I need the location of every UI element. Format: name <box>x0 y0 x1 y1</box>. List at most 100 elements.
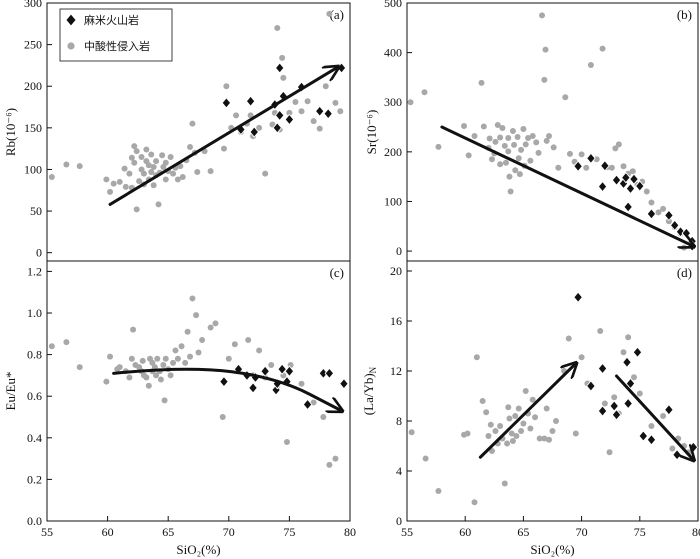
intrusive-point <box>283 438 290 445</box>
intrusive-point <box>507 188 514 195</box>
y-tick-label: 0 <box>396 244 402 258</box>
intrusive-point <box>509 438 516 444</box>
intrusive-point <box>541 435 548 442</box>
intrusive-point <box>502 159 509 166</box>
volcanic-point <box>324 367 335 380</box>
y-tick-label: 1.2 <box>27 264 42 278</box>
volcanic-point <box>669 219 680 231</box>
trend-arrow <box>478 364 575 459</box>
intrusive-point <box>133 206 140 213</box>
intrusive-point <box>612 145 619 152</box>
intrusive-point <box>464 430 471 437</box>
intrusive-point <box>76 163 83 170</box>
intrusive-point <box>131 143 138 150</box>
intrusive-point <box>511 141 518 148</box>
intrusive-point <box>599 45 606 52</box>
intrusive-point <box>533 139 540 146</box>
panel-label: (a) <box>330 7 344 22</box>
plot-frame <box>406 260 699 522</box>
intrusive-point <box>131 159 138 166</box>
volcanic-point <box>323 107 333 120</box>
legend: 麻米火山岩 中酸性侵入岩 <box>59 8 173 62</box>
intrusive-point <box>578 354 585 361</box>
x-tick-label: 75 <box>634 525 646 539</box>
y-axis-label: Rb(10⁻⁶) <box>3 108 18 156</box>
intrusive-point <box>532 414 539 421</box>
intrusive-point <box>178 343 185 350</box>
panel-c: 0.0 0.2 0.4 0.6 0.8 1.0 1.2 55 60 65 70 75 80 (c) Eu/E… <box>3 260 356 557</box>
x-tick-label: 65 <box>517 525 529 539</box>
intrusive-point <box>103 378 110 385</box>
volcanic-point <box>339 378 349 390</box>
intrusive-point <box>159 152 166 159</box>
intrusive-point <box>170 359 177 366</box>
volcanic-point <box>632 346 643 358</box>
y-tick-label: 1.0 <box>27 306 42 320</box>
y-tick-label: 0.8 <box>27 348 42 362</box>
intrusive-point <box>126 374 133 381</box>
intrusive-point <box>153 158 160 165</box>
volcanic-point <box>302 398 313 411</box>
intrusive-point <box>150 163 157 170</box>
intrusive-point <box>611 394 618 401</box>
intrusive-point <box>435 488 442 494</box>
intrusive-point <box>136 178 143 185</box>
volcanic-point <box>260 365 270 377</box>
intrusive-point <box>316 125 323 132</box>
intrusive-point <box>121 165 128 172</box>
intrusive-point <box>422 455 429 462</box>
intrusive-point <box>535 149 542 156</box>
intrusive-point <box>522 141 529 148</box>
intrusive-point <box>279 54 286 61</box>
intrusive-point <box>148 168 155 175</box>
intrusive-point <box>219 414 226 420</box>
intrusive-point <box>578 151 585 158</box>
y-tick-label: 100 <box>384 194 402 208</box>
volcanic-point <box>646 434 657 446</box>
intrusive-point <box>145 382 152 389</box>
intrusive-point <box>245 337 252 344</box>
volcanic-point <box>586 152 596 164</box>
y-tick-label: 0.0 <box>27 514 42 528</box>
volcanic-point <box>623 201 633 213</box>
intrusive-point <box>608 164 615 171</box>
intrusive-point <box>167 372 174 379</box>
intrusive-point <box>509 128 516 135</box>
volcanic-point <box>625 182 636 195</box>
intrusive-point <box>487 421 494 428</box>
intrusive-point <box>332 455 339 462</box>
intrusive-point <box>620 163 627 170</box>
intrusive-point <box>461 123 468 130</box>
y-tick-label: 16 <box>390 314 402 328</box>
intrusive-point <box>143 146 150 153</box>
trend-arrow <box>112 367 342 411</box>
intrusive-point <box>187 353 194 360</box>
y-tick-label: 200 <box>384 145 402 159</box>
volcanic-point <box>611 174 622 186</box>
volcanic-point <box>609 400 619 412</box>
intrusive-point <box>280 74 287 81</box>
intrusive-point <box>471 499 478 506</box>
intrusive-point <box>506 415 513 422</box>
plot-frame <box>46 260 351 522</box>
intrusive-point <box>286 109 293 116</box>
intrusive-point <box>182 359 189 366</box>
y-tick-label: 8 <box>396 414 402 428</box>
intrusive-point <box>473 354 480 361</box>
intrusive-point <box>505 148 512 155</box>
intrusive-point <box>310 118 317 125</box>
intrusive-point <box>189 295 196 302</box>
intrusive-point <box>681 244 688 251</box>
volcanic-point <box>277 363 287 375</box>
intrusive-point <box>550 144 557 151</box>
intrusive-point <box>669 445 676 452</box>
intrusive-point <box>256 347 263 354</box>
intrusive-point <box>262 170 269 177</box>
x-tick-label: 70 <box>223 525 235 539</box>
intrusive-point <box>636 390 643 397</box>
intrusive-point <box>172 347 179 354</box>
x-tick-label: 55 <box>41 525 53 539</box>
intrusive-point <box>520 420 527 427</box>
legend-diamond-marker <box>65 13 77 27</box>
